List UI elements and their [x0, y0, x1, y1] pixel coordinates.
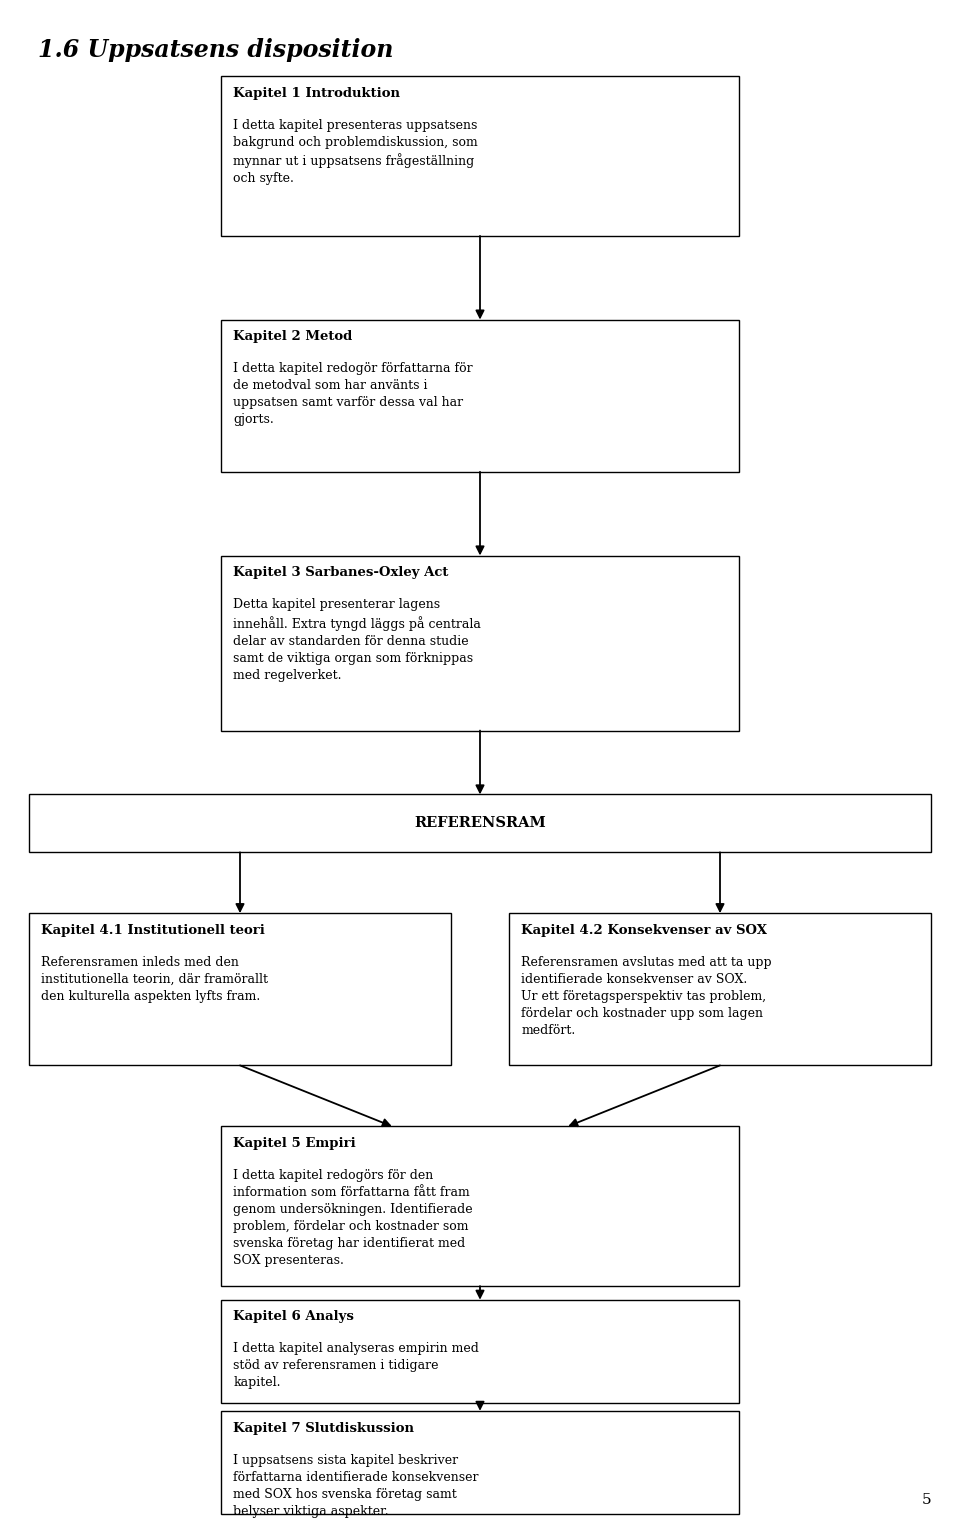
Text: Referensramen avslutas med att ta upp
identifierade konsekvenser av SOX.
Ur ett : Referensramen avslutas med att ta upp id… [521, 956, 772, 1036]
FancyBboxPatch shape [221, 1300, 739, 1403]
Text: I detta kapitel redogörs för den
information som författarna fått fram
genom und: I detta kapitel redogörs för den informa… [233, 1169, 473, 1266]
FancyBboxPatch shape [221, 320, 739, 472]
Text: Kapitel 1 Introduktion: Kapitel 1 Introduktion [233, 87, 400, 100]
FancyBboxPatch shape [221, 1126, 739, 1286]
Text: 5: 5 [922, 1493, 931, 1507]
Text: I detta kapitel presenteras uppsatsens
bakgrund och problemdiskussion, som
mynna: I detta kapitel presenteras uppsatsens b… [233, 119, 478, 186]
Text: Kapitel 3 Sarbanes-Oxley Act: Kapitel 3 Sarbanes-Oxley Act [233, 566, 448, 580]
Text: Kapitel 6 Analys: Kapitel 6 Analys [233, 1310, 354, 1324]
Text: Kapitel 5 Empiri: Kapitel 5 Empiri [233, 1137, 356, 1151]
Text: REFERENSRAM: REFERENSRAM [414, 816, 546, 831]
Text: Referensramen inleds med den
institutionella teorin, där framörallt
den kulturel: Referensramen inleds med den institution… [41, 956, 268, 1003]
FancyBboxPatch shape [221, 76, 739, 236]
FancyBboxPatch shape [29, 913, 451, 1065]
FancyBboxPatch shape [221, 556, 739, 731]
Text: Kapitel 7 Slutdiskussion: Kapitel 7 Slutdiskussion [233, 1422, 415, 1435]
FancyBboxPatch shape [29, 794, 931, 852]
Text: 1.6 Uppsatsens disposition: 1.6 Uppsatsens disposition [38, 38, 394, 62]
Text: Kapitel 4.2 Konsekvenser av SOX: Kapitel 4.2 Konsekvenser av SOX [521, 924, 767, 938]
Text: I detta kapitel analyseras empirin med
stöd av referensramen i tidigare
kapitel.: I detta kapitel analyseras empirin med s… [233, 1342, 479, 1390]
FancyBboxPatch shape [509, 913, 931, 1065]
Text: Kapitel 4.1 Institutionell teori: Kapitel 4.1 Institutionell teori [41, 924, 265, 938]
Text: Detta kapitel presenterar lagens
innehåll. Extra tyngd läggs på centrala
delar a: Detta kapitel presenterar lagens innehål… [233, 598, 481, 682]
Text: I uppsatsens sista kapitel beskriver
författarna identifierade konsekvenser
med : I uppsatsens sista kapitel beskriver för… [233, 1454, 479, 1517]
Text: I detta kapitel redogör författarna för
de metodval som har använts i
uppsatsen : I detta kapitel redogör författarna för … [233, 362, 473, 426]
Text: Kapitel 2 Metod: Kapitel 2 Metod [233, 330, 352, 344]
FancyBboxPatch shape [221, 1411, 739, 1514]
